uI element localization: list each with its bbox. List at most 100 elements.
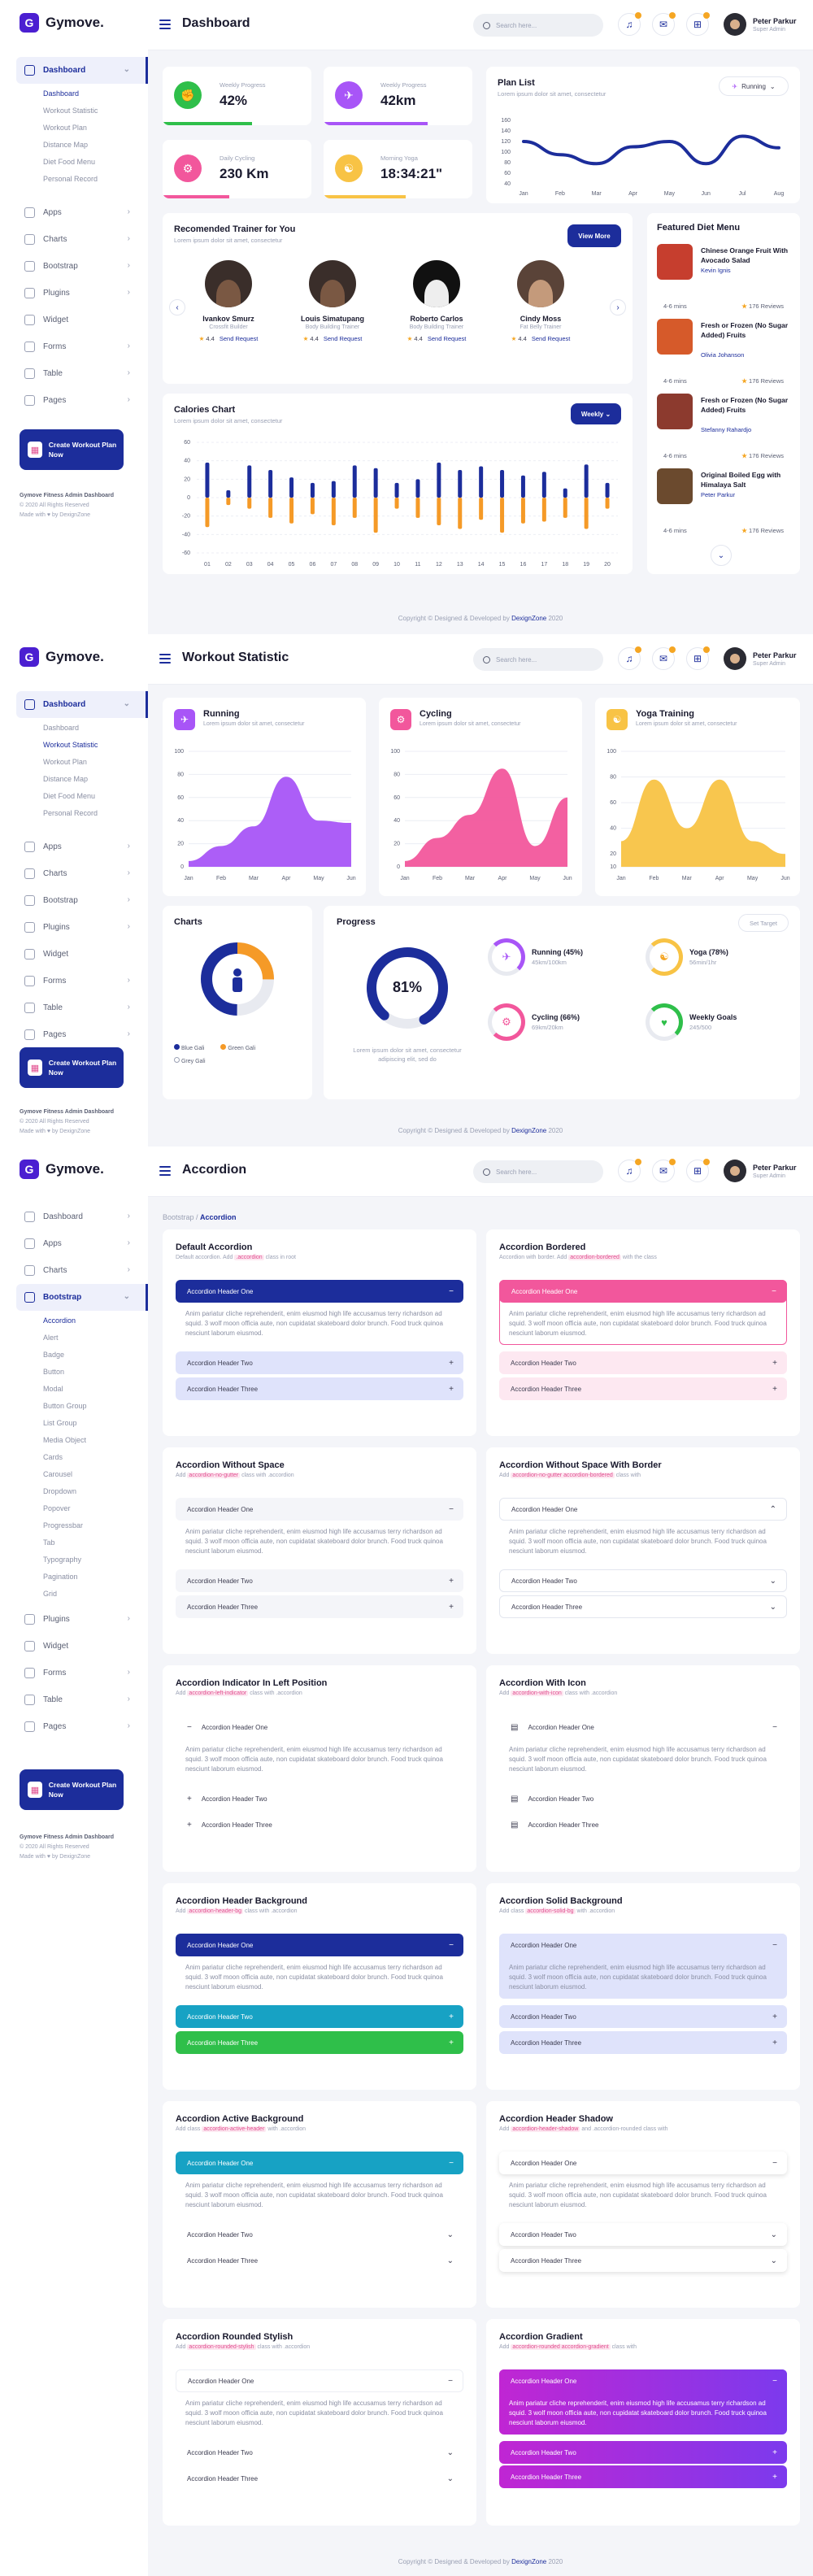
submenu-cards[interactable]: Cards [43,1453,63,1461]
sidebar-item-forms[interactable]: Forms › [0,1660,148,1686]
sidebar-item-forms[interactable]: Forms › [0,968,148,994]
brand-logo[interactable]: G Gymove. [20,13,104,33]
sidebar-item-pages[interactable]: Pages › [0,1021,148,1048]
sidebar-item-bootstrap[interactable]: Bootstrap ⌄ [16,1284,148,1311]
accordion-header[interactable]: Accordion Header One − [499,2369,787,2392]
submenu-diet-food-menu[interactable]: Diet Food Menu [43,158,96,166]
breadcrumb-parent[interactable]: Bootstrap [163,1213,194,1221]
send-request-link[interactable]: Send Request [219,335,259,342]
send-request-link[interactable]: Send Request [323,335,363,342]
submenu-modal[interactable]: Modal [43,1385,63,1393]
accordion-header[interactable]: − Accordion Header One [176,1716,463,1738]
sidebar-item-apps[interactable]: Apps › [0,833,148,860]
view-more-button[interactable]: View More [567,224,621,247]
send-request-link[interactable]: Send Request [531,335,571,342]
accordion-header[interactable]: ▤ Accordion Header Three [499,1813,787,1836]
avatar[interactable] [724,1160,746,1182]
submenu-diet-food-menu[interactable]: Diet Food Menu [43,792,96,800]
sidebar-item-bootstrap[interactable]: Bootstrap › [0,887,148,914]
accordion-header[interactable]: Accordion Header Two + [176,1569,463,1592]
set-target-button[interactable]: Set Target [738,914,789,932]
submenu-workout-plan[interactable]: Workout Plan [43,124,87,132]
diet-item[interactable]: Fresh or Frozen (No Sugar Added) Fruits O… [657,319,790,390]
sidebar-item-charts[interactable]: Charts › [0,1257,148,1284]
sidebar-item-forms[interactable]: Forms › [0,333,148,360]
submenu-distance-map[interactable]: Distance Map [43,775,89,783]
submenu-badge[interactable]: Badge [43,1351,65,1359]
cart-button[interactable]: ⊞ [686,646,710,670]
footer-link[interactable]: DexignZone [511,615,547,622]
submenu-progressbar[interactable]: Progressbar [43,1521,84,1530]
diet-item[interactable]: Original Boiled Egg with Himalaya Salt Pe… [657,468,790,540]
sidebar-item-table[interactable]: Table › [0,994,148,1021]
cart-button[interactable]: ⊞ [686,1159,710,1182]
avatar[interactable] [724,647,746,670]
submenu-carousel[interactable]: Carousel [43,1470,73,1478]
accordion-header[interactable]: Accordion Header Three ⌄ [176,2249,463,2272]
sidebar-item-pages[interactable]: Pages › [0,387,148,414]
submenu-list-group[interactable]: List Group [43,1419,77,1427]
search-input[interactable]: Search here... [473,1160,603,1183]
submenu-alert[interactable]: Alert [43,1334,59,1342]
sidebar-item-table[interactable]: Table › [0,360,148,387]
accordion-header[interactable]: Accordion Header Three + [499,1377,787,1400]
accordion-header[interactable]: Accordion Header Two + [499,1351,787,1374]
accordion-header[interactable]: Accordion Header Two ⌄ [499,1569,787,1592]
sidebar-item-dashboard[interactable]: Dashboard ⌄ [16,691,148,718]
messages-button[interactable]: ✉ [652,646,676,670]
brand-logo[interactable]: G Gymove. [20,1160,104,1179]
sidebar-item-bootstrap[interactable]: Bootstrap › [0,253,148,280]
sidebar-item-apps[interactable]: Apps › [0,1230,148,1257]
accordion-header[interactable]: Accordion Header One − [176,1498,463,1521]
footer-link[interactable]: DexignZone [511,2558,547,2565]
submenu-personal-record[interactable]: Personal Record [43,809,98,817]
sidebar-item-dashboard[interactable]: Dashboard ⌄ [16,57,148,84]
submenu-dropdown[interactable]: Dropdown [43,1487,77,1495]
avatar[interactable] [724,13,746,36]
submenu-dashboard[interactable]: Dashboard [43,724,80,732]
accordion-header[interactable]: + Accordion Header Three [176,1813,463,1836]
accordion-header[interactable]: Accordion Header Three ⌄ [499,1595,787,1618]
accordion-header[interactable]: ▤ Accordion Header One − [499,1716,787,1738]
accordion-header[interactable]: Accordion Header Two ⌄ [176,2223,463,2246]
accordion-header[interactable]: Accordion Header Three + [176,2031,463,2054]
accordion-header[interactable]: ▤ Accordion Header Two [499,1787,787,1810]
submenu-accordion[interactable]: Accordion [43,1316,76,1325]
accordion-header[interactable]: Accordion Header Two + [499,2441,787,2464]
accordion-header[interactable]: Accordion Header Three ⌄ [499,2249,787,2272]
sidebar-item-charts[interactable]: Charts › [0,226,148,253]
submenu-pagination[interactable]: Pagination [43,1573,78,1581]
submenu-popover[interactable]: Popover [43,1504,71,1512]
brand-logo[interactable]: G Gymove. [20,647,104,667]
accordion-header[interactable]: Accordion Header One − [499,2152,787,2174]
submenu-tab[interactable]: Tab [43,1538,55,1547]
accordion-header[interactable]: Accordion Header One − [176,1280,463,1303]
sidebar-item-widget[interactable]: Widget [0,1633,148,1660]
footer-link[interactable]: DexignZone [511,1127,547,1134]
submenu-grid[interactable]: Grid [43,1590,58,1598]
messages-button[interactable]: ✉ [652,12,676,36]
trainer-item[interactable]: Roberto Carlos Body Building Trainer ★ 4.4… [392,260,481,342]
sidebar-item-widget[interactable]: Widget [0,307,148,333]
accordion-header[interactable]: Accordion Header One − [176,1934,463,1956]
accordion-header[interactable]: Accordion Header One − [499,1934,787,1956]
search-input[interactable]: Search here... [473,14,603,37]
search-input[interactable]: Search here... [473,648,603,671]
submenu-workout-statistic[interactable]: Workout Statistic [43,107,98,115]
prev-arrow-icon[interactable]: ‹ [169,299,185,315]
accordion-header[interactable]: Accordion Header Two + [176,2005,463,2028]
accordion-header[interactable]: + Accordion Header Two [176,1787,463,1810]
create-workout-button[interactable]: ▦ Create Workout Plan Now [20,1047,124,1088]
trainer-item[interactable]: Ivankov Smurz Crossfit Builder ★ 4.4 Send R… [184,260,273,342]
submenu-personal-record[interactable]: Personal Record [43,175,98,183]
submenu-media-object[interactable]: Media Object [43,1436,87,1444]
accordion-header[interactable]: Accordion Header One − [176,2369,463,2392]
sidebar-item-widget[interactable]: Widget [0,941,148,968]
trainer-item[interactable]: Cindy Moss Fat Belly Trainer ★ 4.4 Send Req… [496,260,585,342]
notification-button[interactable]: ♫ [618,646,641,670]
messages-button[interactable]: ✉ [652,1159,676,1182]
create-workout-button[interactable]: ▦ Create Workout Plan Now [20,429,124,470]
submenu-workout-plan[interactable]: Workout Plan [43,758,87,766]
create-workout-button[interactable]: ▦ Create Workout Plan Now [20,1769,124,1810]
accordion-header[interactable]: Accordion Header Three + [176,1377,463,1400]
